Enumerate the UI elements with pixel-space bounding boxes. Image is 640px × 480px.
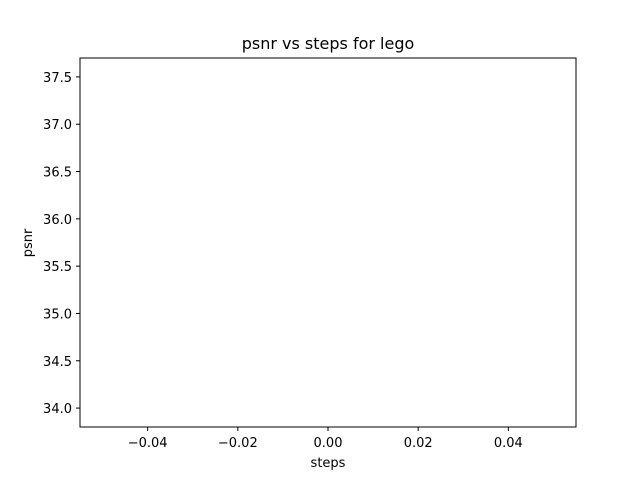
x-axis-ticks: −0.04 −0.02 0.00 0.02 0.04 <box>128 427 523 451</box>
x-tick-label: 0.02 <box>404 436 433 451</box>
y-tick-label: 35.5 <box>43 260 72 275</box>
y-tick-label: 37.5 <box>43 71 72 86</box>
y-tick-label: 34.5 <box>43 355 72 370</box>
y-tick-label: 36.5 <box>43 166 72 181</box>
y-axis-ticks: 34.0 34.5 35.0 35.5 36.0 36.5 37.0 37.5 <box>43 71 80 417</box>
chart-title: psnr vs steps for lego <box>242 34 415 53</box>
y-tick-label: 37.0 <box>43 118 72 133</box>
x-tick-label: 0.04 <box>494 436 523 451</box>
x-tick-label: 0.00 <box>314 436 343 451</box>
y-tick-label: 34.0 <box>43 402 72 417</box>
x-tick-label: −0.02 <box>218 436 258 451</box>
y-axis-label: psnr <box>21 228 36 257</box>
x-axis-label: steps <box>311 456 346 471</box>
x-tick-label: −0.04 <box>128 436 168 451</box>
y-tick-label: 35.0 <box>43 307 72 322</box>
y-tick-label: 36.0 <box>43 213 72 228</box>
